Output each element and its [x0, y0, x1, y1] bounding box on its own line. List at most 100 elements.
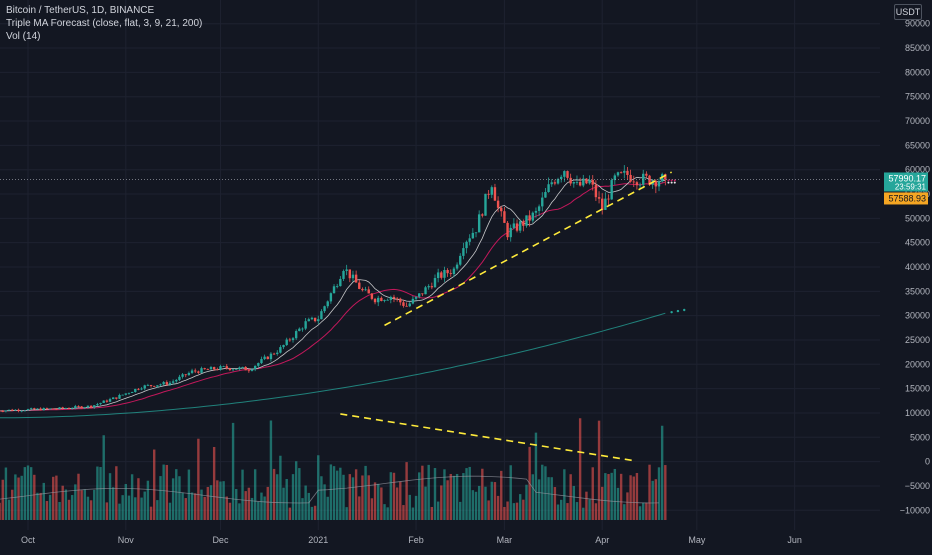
candle-body: [317, 319, 320, 322]
volume-bar: [298, 468, 301, 520]
volume-bar: [531, 474, 534, 520]
candle-body: [96, 404, 99, 406]
volume-bar: [171, 478, 175, 520]
volume-bar: [572, 485, 576, 520]
candle-body: [534, 210, 538, 213]
volume-bar: [307, 492, 310, 520]
volume-bar: [323, 484, 326, 520]
volume-bar: [52, 476, 55, 520]
volume-bar: [361, 475, 364, 520]
candle-body: [490, 187, 493, 195]
last-price-label: 57990.17: [888, 173, 926, 183]
candle-body: [610, 180, 613, 200]
volume-bar: [465, 468, 468, 520]
candle-body: [455, 264, 459, 269]
volume-bar: [490, 481, 493, 520]
volume-bar: [235, 489, 238, 520]
volume-bar: [547, 477, 550, 520]
volume-bar: [228, 502, 232, 520]
ma-200-forecast-dot: [683, 308, 686, 312]
volume-bar: [455, 473, 459, 520]
volume-bar: [421, 465, 424, 520]
volume-bar: [11, 489, 14, 520]
indicator-title[interactable]: Triple MA Forecast (close, flat, 3, 9, 2…: [6, 18, 203, 29]
candle-body: [411, 298, 415, 304]
volume-bar: [623, 504, 626, 520]
volume-bar: [487, 500, 490, 520]
volume-bar: [320, 476, 323, 520]
volume-bar: [36, 492, 39, 520]
candle-body: [597, 197, 601, 199]
volume-bar: [310, 506, 314, 520]
volume-bar: [26, 465, 30, 520]
candle-body: [118, 394, 121, 399]
volume-bar: [83, 489, 86, 520]
volume-bar: [512, 503, 516, 520]
volume-bar: [269, 420, 273, 520]
symbol-title[interactable]: Bitcoin / TetherUS, 1D, BINANCE: [6, 5, 155, 16]
volume-bar: [496, 495, 500, 520]
y-tick-label: 25000: [905, 335, 930, 345]
candle-body: [547, 184, 550, 193]
volume-bar: [354, 469, 358, 520]
volume-bar: [474, 491, 478, 520]
currency-button[interactable]: USDT: [894, 4, 922, 20]
volume-title[interactable]: Vol (14): [6, 31, 41, 42]
volume-bar: [244, 491, 247, 520]
candle-body: [225, 366, 228, 369]
y-tick-label: 30000: [905, 311, 930, 321]
volume-bar: [137, 478, 140, 520]
candle-body: [58, 407, 61, 409]
volume-bar: [231, 422, 235, 520]
x-tick-label: Feb: [408, 535, 424, 545]
volume-bar: [500, 470, 503, 520]
candle-body: [238, 367, 241, 370]
volume-bar: [225, 496, 228, 520]
candle-body: [462, 248, 465, 256]
volume-bar: [342, 474, 345, 520]
candle-body: [613, 175, 617, 181]
volume-bar: [430, 506, 434, 520]
volume-bar: [493, 482, 497, 520]
y-tick-label: 15000: [905, 384, 930, 394]
volume-bar: [105, 502, 109, 520]
candle-body: [247, 370, 251, 372]
volume-bar: [452, 475, 456, 520]
volume-bar: [607, 474, 610, 520]
candle-body: [307, 319, 310, 322]
volume-bar: [74, 484, 77, 520]
volume-bar: [247, 487, 251, 520]
y-tick-label: 5000: [910, 432, 930, 442]
volume-bar: [279, 455, 282, 520]
candle-body: [459, 255, 462, 265]
candle-body: [563, 171, 566, 177]
volume-bar: [165, 464, 169, 520]
volume-bar: [39, 492, 42, 520]
volume-bar: [134, 497, 137, 520]
volume-bar: [146, 480, 150, 520]
volume-bar: [162, 464, 165, 520]
candle-body: [440, 272, 443, 278]
candle-body: [424, 287, 427, 295]
candle-body: [111, 397, 115, 400]
candle-body: [399, 298, 402, 303]
volume-bar: [660, 425, 664, 520]
volume-bar: [216, 480, 219, 520]
volume-bar: [370, 498, 374, 520]
candle-body: [616, 172, 620, 176]
volume-bar: [206, 486, 210, 520]
candle-body: [342, 271, 345, 279]
candle-body: [418, 293, 421, 297]
volume-bar: [484, 486, 487, 520]
candle-body: [626, 170, 629, 175]
volume-bar: [143, 491, 146, 520]
candle-body: [326, 301, 329, 307]
candle-body: [591, 179, 594, 185]
volume-bar: [449, 473, 452, 520]
candle-body: [209, 367, 213, 370]
candle-body: [654, 180, 658, 187]
volume-bar: [597, 420, 601, 520]
candle-body: [0, 410, 1, 412]
